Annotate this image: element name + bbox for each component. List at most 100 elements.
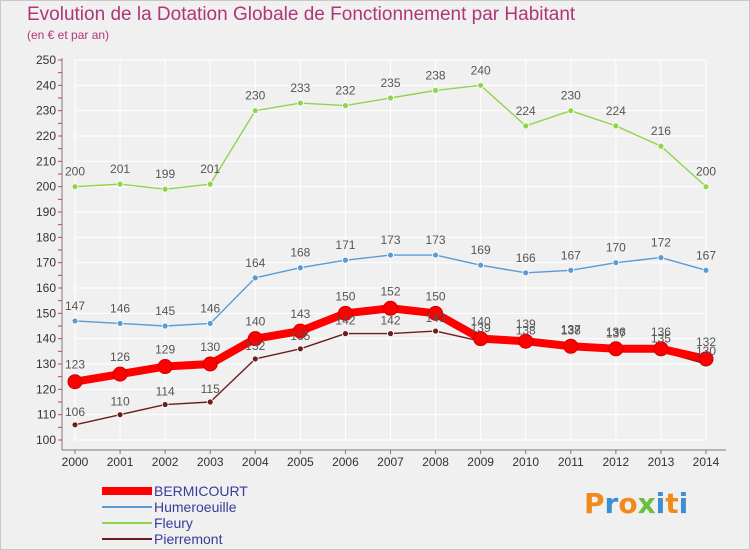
x-tick-label: 2004 [242, 455, 269, 469]
y-tick-label: 170 [36, 256, 56, 270]
data-point-fleury [612, 122, 620, 130]
x-tick-label: 2008 [422, 455, 449, 469]
data-label-bermicourt: 150 [426, 289, 446, 303]
data-label-bermicourt: 126 [110, 350, 130, 364]
data-point-bermicourt [518, 333, 534, 349]
data-label-bermicourt: 136 [606, 325, 626, 339]
x-tick-label: 2013 [648, 455, 675, 469]
data-label-bermicourt: 132 [696, 335, 716, 349]
y-tick-label: 240 [36, 78, 56, 92]
y-tick-label: 100 [36, 433, 56, 447]
data-label-fleury: 230 [245, 89, 265, 103]
data-label-humeroeuille: 167 [561, 248, 581, 262]
data-label-humeroeuille: 146 [110, 301, 130, 315]
logo-letter: r [604, 487, 619, 520]
data-point-fleury [161, 185, 169, 193]
data-label-fleury: 233 [290, 81, 310, 95]
data-point-humeroeuille [522, 269, 530, 277]
logo-letter: i [678, 487, 689, 520]
chart-subtitle: (en € et par an) [27, 28, 110, 42]
legend-swatch-fleury [102, 522, 152, 524]
data-point-pierremont [116, 411, 124, 419]
data-label-humeroeuille: 167 [696, 248, 716, 262]
data-point-fleury [387, 94, 394, 102]
data-label-fleury: 199 [155, 167, 175, 181]
data-label-humeroeuille: 147 [65, 299, 85, 313]
data-point-humeroeuille [116, 320, 124, 327]
data-point-fleury [206, 180, 214, 188]
x-tick-label: 2010 [512, 455, 539, 469]
data-point-fleury [567, 107, 575, 115]
data-point-bermicourt [608, 341, 624, 357]
y-tick-label: 250 [36, 53, 56, 67]
y-tick-label: 210 [36, 154, 56, 168]
data-point-fleury [702, 183, 710, 191]
data-label-bermicourt: 136 [651, 325, 671, 339]
data-point-pierremont [71, 421, 79, 429]
x-tick-label: 2007 [377, 455, 404, 469]
data-point-fleury [116, 180, 124, 188]
legend-label-pierremont: Pierremont [154, 531, 223, 547]
data-label-fleury: 201 [200, 162, 220, 176]
data-point-bermicourt [563, 338, 579, 354]
data-label-humeroeuille: 168 [290, 246, 310, 260]
x-tick-label: 2003 [197, 455, 224, 469]
legend-label-fleury: Fleury [154, 515, 193, 531]
data-label-pierremont: 135 [290, 329, 310, 343]
data-point-humeroeuille [71, 317, 79, 325]
chart-title: Evolution de la Dotation Globale de Fonc… [27, 4, 576, 25]
data-label-bermicourt: 140 [471, 315, 491, 329]
data-label-pierremont: 142 [335, 314, 355, 328]
x-tick-label: 2006 [332, 455, 359, 469]
logo-letter: P [584, 487, 605, 520]
data-label-humeroeuille: 164 [245, 256, 265, 270]
logo-letter: i [655, 487, 666, 520]
data-label-bermicourt: 139 [516, 317, 536, 331]
data-point-humeroeuille [296, 264, 304, 272]
data-point-pierremont [251, 355, 259, 363]
data-point-humeroeuille [206, 320, 214, 327]
data-label-bermicourt: 152 [380, 284, 400, 298]
data-point-fleury [251, 107, 259, 115]
data-point-fleury [477, 81, 485, 89]
legend-label-humeroeuille: Humeroeuille [154, 499, 237, 515]
data-point-humeroeuille [612, 259, 620, 267]
data-point-bermicourt [292, 323, 308, 339]
data-label-humeroeuille: 173 [426, 233, 446, 247]
data-point-pierremont [342, 330, 349, 338]
y-tick-label: 150 [36, 306, 56, 320]
data-point-fleury [522, 122, 530, 130]
x-tick-label: 2002 [152, 455, 179, 469]
data-label-pierremont: 114 [156, 385, 175, 399]
data-label-fleury: 200 [696, 165, 716, 179]
data-label-humeroeuille: 173 [380, 233, 400, 247]
data-point-pierremont [206, 398, 214, 406]
data-label-bermicourt: 137 [561, 322, 581, 336]
legend-label-bermicourt: BERMICOURT [154, 483, 248, 499]
data-point-humeroeuille [432, 251, 439, 259]
data-label-bermicourt: 123 [65, 358, 85, 372]
y-tick-label: 230 [36, 104, 56, 118]
data-point-bermicourt [337, 305, 353, 321]
data-point-bermicourt [112, 366, 128, 382]
data-label-bermicourt: 140 [245, 315, 265, 329]
data-label-humeroeuille: 170 [606, 241, 626, 255]
y-tick-label: 130 [36, 357, 56, 371]
x-tick-label: 2009 [467, 455, 494, 469]
data-point-bermicourt [383, 300, 398, 316]
data-point-fleury [296, 99, 304, 107]
legend-swatch-pierremont [102, 538, 152, 540]
data-point-fleury [342, 102, 349, 109]
data-point-humeroeuille [387, 251, 394, 259]
data-point-pierremont [296, 345, 304, 353]
data-label-humeroeuille: 146 [200, 301, 220, 315]
data-label-bermicourt: 150 [335, 289, 355, 303]
x-tick-label: 2012 [603, 455, 630, 469]
data-label-humeroeuille: 145 [155, 304, 175, 318]
data-label-pierremont: 143 [426, 311, 446, 325]
data-label-pierremont: 106 [65, 405, 85, 419]
data-point-humeroeuille [657, 254, 665, 262]
proxiti-logo: Proxiti [584, 487, 688, 520]
data-point-humeroeuille [251, 274, 259, 282]
data-label-fleury: 216 [651, 124, 671, 138]
